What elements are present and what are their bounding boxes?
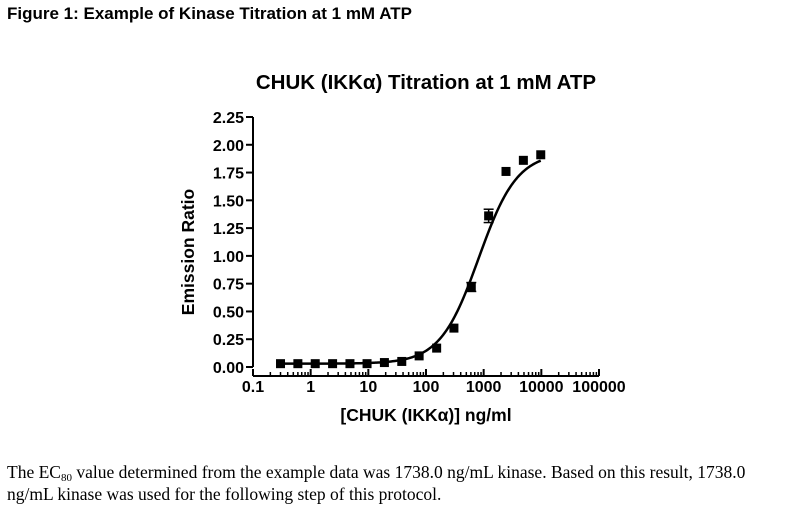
x-tick-label: 1 [306,379,315,396]
y-tick-label: 0.50 [213,304,244,321]
data-point [397,356,407,366]
y-tick-label: 0.00 [213,360,244,377]
caption-text-start: The EC [7,462,61,482]
x-tick-label: 100000 [572,379,625,396]
fit-curve-layer [280,159,542,365]
data-point [432,343,442,353]
data-point [484,211,494,221]
x-tick-label: 10 [359,379,377,396]
y-axis-label: Emission Ratio [178,189,198,315]
fit-curve [280,159,542,365]
data-point [293,359,303,369]
y-tick-label: 0.75 [213,277,244,294]
x-axis-label: [CHUK (IKKα)] ng/ml [340,405,511,425]
data-point [328,359,338,369]
x-tick-label: 1000 [466,379,502,396]
x-tick-label: 10000 [519,379,564,396]
data-point [379,358,389,368]
y-tick-label: 1.00 [213,249,244,266]
y-tick-label: 2.25 [213,110,244,127]
y-tick-label: 1.75 [213,166,244,183]
x-tick-label: 0.1 [242,379,264,396]
caption-text-end: value determined from the example data w… [7,462,746,504]
y-tick-label: 1.25 [213,221,244,238]
caption-paragraph: The EC80 value determined from the examp… [7,461,795,505]
chart-axes: 0.00 0.25 0.50 0.75 1.00 1.25 1.50 1.75 2.00 2.25… [213,110,626,396]
data-points-layer [276,150,546,369]
data-point [501,166,511,176]
data-point [345,359,355,369]
chart-title: CHUK (IKKα) Titration at 1 mM ATP [256,71,596,94]
caption-subscript: 80 [60,472,72,484]
data-point [466,282,476,292]
data-point [310,359,320,369]
data-point [449,323,459,333]
data-point [536,150,546,160]
y-tick-label: 1.50 [213,193,244,210]
x-tick-label: 100 [413,379,440,396]
data-point [276,359,286,369]
data-point [414,351,424,361]
data-point [362,359,372,369]
figure-heading: Figure 1: Example of Kinase Titration at… [7,4,412,23]
data-point [518,155,528,165]
y-tick-label: 2.00 [213,138,244,155]
y-tick-label: 0.25 [213,332,244,349]
